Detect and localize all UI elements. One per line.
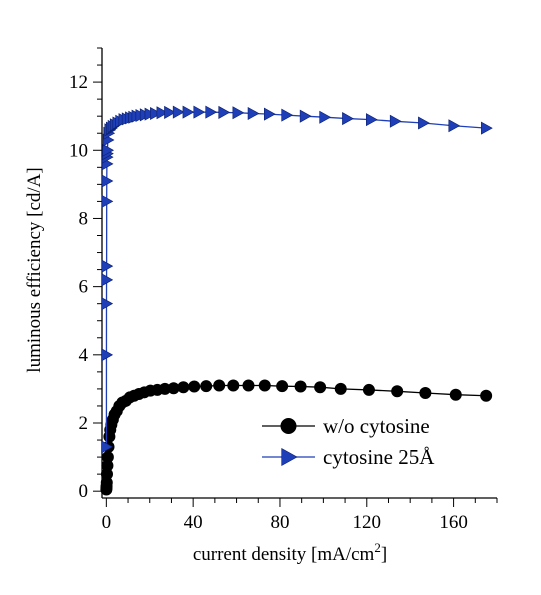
y-tick-label: 8 — [79, 208, 89, 229]
data-point — [315, 382, 326, 393]
data-point — [168, 383, 179, 394]
x-tick-label: 160 — [439, 512, 468, 533]
legend-item: w/o cytosine — [262, 414, 430, 438]
x-tick-label: 120 — [353, 512, 382, 533]
data-point — [233, 107, 244, 119]
data-point — [390, 115, 401, 127]
y-tick-label: 12 — [69, 72, 88, 93]
data-point — [277, 381, 288, 392]
data-point — [243, 380, 254, 391]
y-tick-label: 2 — [79, 413, 89, 434]
legend-label: w/o cytosine — [323, 414, 430, 438]
data-point — [420, 388, 431, 399]
data-point — [102, 452, 113, 463]
data-point — [264, 108, 275, 120]
data-point — [248, 107, 259, 119]
y-axis-title: luminous efficiency [cd/A] — [24, 167, 45, 372]
legend: w/o cytosine cytosine 25Å — [262, 414, 435, 469]
data-point — [228, 380, 239, 391]
data-point — [259, 380, 270, 391]
data-point — [342, 113, 353, 125]
data-point — [300, 110, 311, 122]
y-tick-label: 10 — [69, 140, 88, 161]
data-point — [201, 381, 212, 392]
data-point — [189, 381, 200, 392]
data-point — [282, 109, 293, 121]
data-point — [214, 380, 225, 391]
data-point — [320, 111, 331, 123]
y-tick-label: 0 — [79, 481, 89, 502]
data-point — [173, 106, 184, 118]
data-point — [206, 106, 217, 118]
legend-item: cytosine 25Å — [262, 445, 435, 469]
data-point — [178, 382, 189, 393]
data-point — [481, 390, 492, 401]
x-tick-label: 0 — [102, 512, 112, 533]
series-without-cytosine — [101, 380, 492, 495]
x-tick-label: 40 — [184, 512, 203, 533]
data-point — [295, 381, 306, 392]
series-cytosine-25a — [102, 106, 493, 453]
data-point — [363, 384, 374, 395]
legend-triangle-marker — [282, 449, 297, 466]
x-axis-title-end: ] — [381, 544, 387, 565]
data-point — [449, 120, 460, 132]
plot-series — [101, 106, 492, 495]
data-point — [183, 106, 194, 118]
data-point — [366, 114, 377, 126]
data-point — [392, 386, 403, 397]
x-axis-title: current density [mA/cm2] — [193, 540, 387, 565]
legend-circle-marker — [281, 419, 296, 434]
x-tick-label: 80 — [270, 512, 289, 533]
data-point — [450, 389, 461, 400]
data-point — [335, 383, 346, 394]
x-axis-title-main: current density [mA/cm — [193, 544, 375, 565]
data-point — [194, 106, 205, 118]
y-tick-label: 4 — [79, 345, 89, 366]
legend-label: cytosine 25Å — [323, 445, 435, 469]
data-point — [481, 122, 492, 134]
data-point — [219, 106, 230, 118]
y-tick-label: 6 — [79, 277, 89, 298]
data-point — [418, 117, 429, 129]
